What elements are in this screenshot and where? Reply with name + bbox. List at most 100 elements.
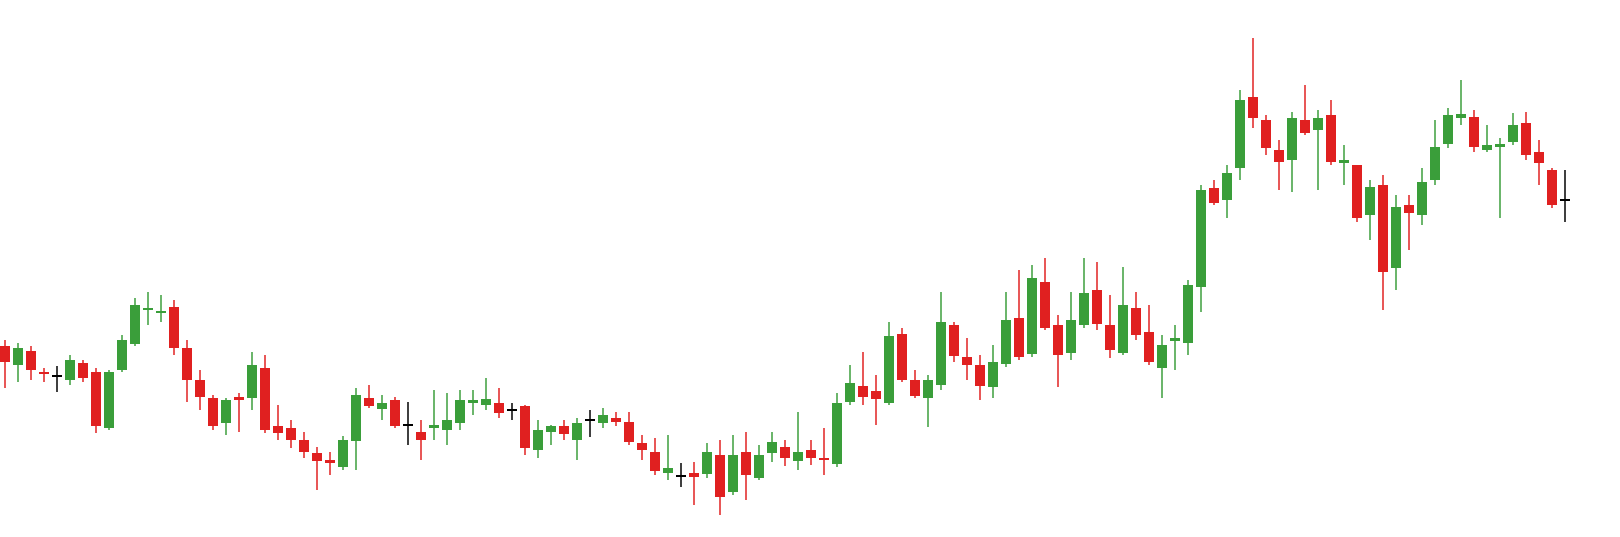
candle-body — [0, 346, 10, 362]
candle-body — [832, 403, 842, 464]
candle-body — [572, 423, 582, 440]
candle-body — [221, 400, 231, 423]
candle-body — [754, 455, 764, 478]
candle-body — [1404, 205, 1414, 213]
candle-body — [858, 386, 868, 397]
candle-body — [104, 372, 114, 428]
candle-body — [1274, 150, 1284, 162]
candle-body — [1170, 338, 1180, 341]
candle-body — [1456, 114, 1466, 118]
candle-body — [65, 360, 75, 380]
candle-body — [494, 403, 504, 413]
candle-body — [429, 425, 439, 428]
candle-body — [611, 418, 621, 422]
candle-body — [650, 452, 660, 471]
candle-body — [1313, 118, 1323, 130]
candle-body — [1300, 120, 1310, 133]
candle-body — [715, 455, 725, 497]
candle-body — [533, 430, 543, 450]
candle-body — [1196, 190, 1206, 287]
candle-body — [884, 336, 894, 403]
candle-body — [1287, 118, 1297, 160]
candle-body — [1235, 100, 1245, 168]
candle-body — [1079, 293, 1089, 325]
candle-body — [819, 458, 829, 460]
candle-body — [442, 420, 452, 430]
candle-body — [559, 426, 569, 434]
candle-body — [481, 399, 491, 405]
candle-body — [1027, 278, 1037, 354]
candle-body — [793, 452, 803, 461]
candle-body — [260, 368, 270, 430]
candle-body — [1391, 207, 1401, 268]
candle-body — [767, 442, 777, 453]
candle-body — [1222, 173, 1232, 200]
candle-body — [871, 391, 881, 399]
candle-body — [780, 447, 790, 458]
candle-body — [1001, 320, 1011, 364]
candle-body — [1105, 325, 1115, 350]
candle-body — [273, 426, 283, 433]
candle-body — [936, 322, 946, 385]
candle-body — [1352, 165, 1362, 218]
candle-body — [1066, 320, 1076, 353]
candle-body — [624, 422, 634, 442]
candle-body — [663, 468, 673, 473]
candle-body — [689, 473, 699, 477]
candle-body — [1053, 325, 1063, 355]
candle-body — [1430, 147, 1440, 180]
candle-body — [416, 432, 426, 440]
candle-body — [13, 348, 23, 365]
candle-body — [182, 348, 192, 380]
candle-body — [1417, 182, 1427, 215]
candle-body — [975, 365, 985, 386]
candle-body — [1144, 332, 1154, 362]
candle-body — [390, 400, 400, 426]
candle-body — [78, 363, 88, 378]
candle-body — [702, 452, 712, 474]
candle-body — [208, 398, 218, 426]
candle-body — [364, 398, 374, 406]
candle-body — [1521, 123, 1531, 155]
candle-body — [910, 380, 920, 396]
candle-body — [325, 460, 335, 463]
candle-body — [806, 450, 816, 458]
candle-body — [91, 372, 101, 426]
candle-body — [312, 453, 322, 461]
candle-body — [1183, 285, 1193, 343]
candle-body — [1547, 170, 1557, 205]
candle-body — [195, 380, 205, 397]
candle-body — [169, 307, 179, 348]
candle-body — [26, 351, 36, 370]
candle-body — [156, 311, 166, 313]
candle-body — [1365, 187, 1375, 215]
candle-body — [1339, 160, 1349, 163]
candle-body — [1378, 185, 1388, 272]
candle-body — [1495, 144, 1505, 147]
candle-body — [520, 406, 530, 448]
candle-body — [949, 325, 959, 356]
candle-body — [1092, 290, 1102, 324]
candle-body — [728, 455, 738, 492]
candle-body — [546, 426, 556, 432]
candle-body — [247, 365, 257, 398]
candle-body — [351, 395, 361, 441]
candle-body — [130, 305, 140, 344]
candle-body — [468, 400, 478, 403]
candle-body — [1131, 308, 1141, 335]
candle-body — [598, 415, 608, 423]
candle-body — [1469, 117, 1479, 147]
candle-body — [923, 380, 933, 398]
candle-body — [1326, 115, 1336, 162]
candle-body — [1040, 282, 1050, 328]
candle-body — [143, 308, 153, 310]
candle-body — [1534, 152, 1544, 163]
candle-body — [299, 440, 309, 452]
candle-body — [741, 452, 751, 475]
candle-body — [338, 440, 348, 467]
candle-body — [39, 372, 49, 374]
candle-body — [1209, 188, 1219, 203]
candle-body — [1261, 120, 1271, 148]
